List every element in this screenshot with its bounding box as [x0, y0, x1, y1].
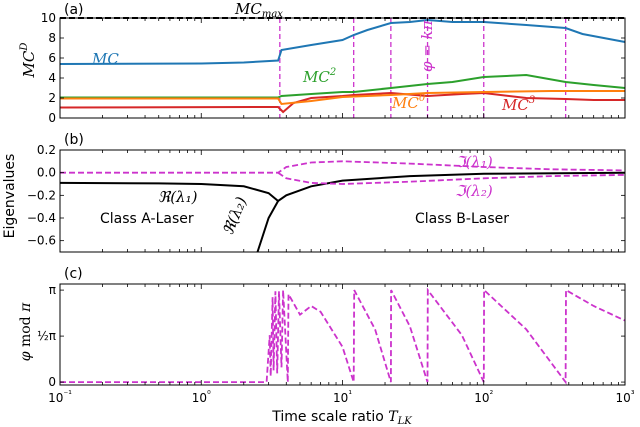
panel-b-frame	[59, 149, 626, 253]
class-a-annotation: Class A-Laser	[100, 211, 194, 227]
re-lambda1-label: ℜ(λ₁)	[158, 188, 198, 206]
y-tick-label: −0.4	[27, 211, 56, 225]
y-tick-label: ½π	[37, 329, 56, 343]
x-tick-label: 10¹	[333, 390, 352, 405]
y-tick-label: 0	[48, 111, 56, 125]
series-line	[60, 90, 625, 106]
x-axis-label: Time scale ratio TLK	[271, 409, 412, 427]
mc-max-label: MCmax	[234, 0, 283, 20]
panel-c: (c) φ mod π 0 ½π π	[18, 266, 626, 389]
series-line	[60, 287, 626, 385]
series-line	[256, 200, 279, 253]
y-tick-label: 0.0	[37, 166, 56, 180]
panel-a-frame	[59, 17, 626, 119]
panel-c-frame	[59, 283, 626, 386]
series-line	[60, 73, 626, 99]
y-tick-label: π	[49, 283, 56, 297]
series-line	[59, 171, 626, 203]
panel-c-ylabel: φ mod π	[18, 302, 34, 361]
y-tick-label: 10	[41, 11, 56, 25]
y-tick-label: 6	[48, 51, 56, 65]
series-line	[59, 91, 625, 114]
re-lambda2-label: ℜ(λ₂)	[219, 194, 251, 237]
panel-c-tag: (c)	[64, 266, 83, 282]
y-tick-label: −0.2	[27, 188, 56, 202]
im-lambda2-label: ℑ(λ₂)	[455, 182, 493, 200]
x-tick-label: 10³	[616, 390, 635, 405]
mc0-label: MC0	[391, 93, 426, 112]
y-tick-label: 4	[48, 71, 56, 85]
panel-a: (a) MCD MCmax MC MC2 MC0 MC3 φ = kπ 0 2 4 6…	[19, 0, 626, 125]
mc3-label: MC3	[501, 95, 535, 114]
x-tick-label: 10²	[474, 390, 493, 405]
x-axis: 10⁻¹ 10⁰ 10¹ 10² 10³	[48, 390, 635, 405]
class-b-annotation: Class B-Laser	[415, 211, 509, 227]
y-tick-label: 0	[48, 375, 56, 389]
series-line	[277, 171, 626, 185]
panel-a-tag: (a)	[64, 2, 84, 18]
phi-kpi-label: φ = kπ	[418, 19, 436, 72]
panel-b-ylabel: Eigenvalues	[2, 154, 18, 239]
series-line	[59, 18, 626, 65]
y-tick-label: 8	[48, 31, 56, 45]
y-tick-label: 0.2	[37, 143, 56, 157]
y-tick-label: −0.6	[27, 234, 56, 248]
x-tick-label: 10⁰	[192, 390, 211, 405]
panel-b: (b) Eigenvalues Class A-Laser Class B-La…	[2, 132, 626, 253]
panel-a-ylabel: MCD	[19, 43, 38, 79]
mc2-label: MC2	[302, 67, 336, 86]
panel-b-tag: (b)	[64, 132, 84, 148]
series-line	[60, 160, 626, 174]
mc-label: MC	[91, 50, 119, 68]
x-tick-label: 10⁻¹	[48, 390, 72, 405]
y-tick-label: 2	[48, 91, 56, 105]
im-lambda1-label: ℑ(λ₁)	[455, 153, 493, 171]
